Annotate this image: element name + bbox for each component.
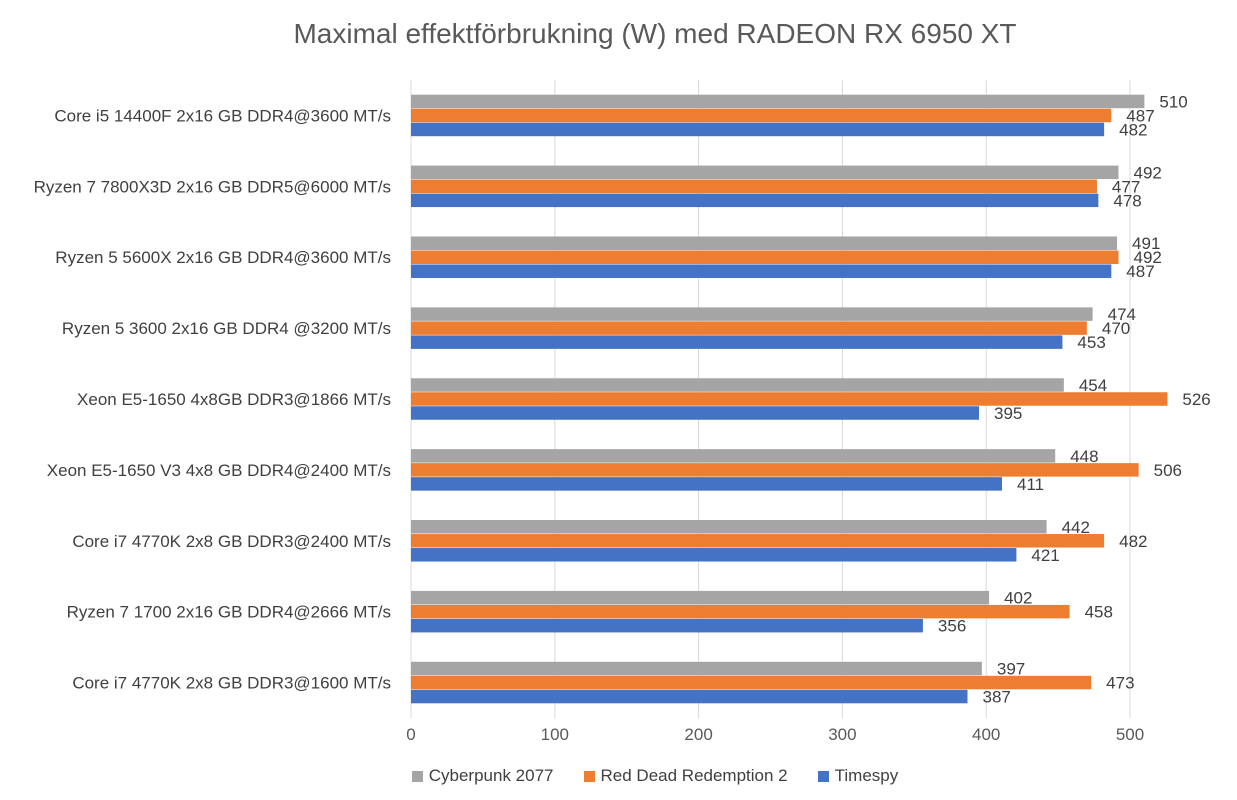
bar <box>411 463 1139 477</box>
bar <box>411 618 923 633</box>
x-tick-label: 200 <box>684 725 712 744</box>
data-label: 477 <box>1112 177 1140 196</box>
legend-swatch <box>583 770 595 782</box>
bar <box>411 378 1064 392</box>
data-label: 411 <box>1017 475 1044 494</box>
bar <box>411 534 1105 548</box>
data-label: 487 <box>1126 262 1154 281</box>
data-label: 470 <box>1102 319 1130 338</box>
legend-item: Timespy <box>817 766 899 786</box>
data-label: 491 <box>1132 234 1160 253</box>
data-label: 473 <box>1106 674 1134 693</box>
data-label: 482 <box>1119 120 1147 139</box>
chart-title: Maximal effektförbrukning (W) med RADEON… <box>293 18 1017 49</box>
legend-label: Timespy <box>834 766 899 785</box>
category-label: Ryzen 7 1700 2x16 GB DDR4@2666 MT/s <box>67 603 391 622</box>
bar <box>411 520 1047 534</box>
x-tick-labels: 0 100 200 300 400 500 <box>406 725 1144 744</box>
data-label: 526 <box>1182 390 1210 409</box>
data-label: 397 <box>997 660 1025 679</box>
category-label: Core i7 4770K 2x8 GB DDR3@2400 MT/s <box>72 532 391 551</box>
legend-label: Cyberpunk 2077 <box>428 766 554 785</box>
data-label: 448 <box>1070 447 1098 466</box>
bar <box>411 108 1112 123</box>
bar <box>411 689 968 704</box>
bar <box>411 675 1092 690</box>
legend-item: Red Dead Redemption 2 <box>583 766 788 786</box>
bar <box>411 590 990 605</box>
bar <box>411 307 1093 321</box>
bar <box>411 392 1168 406</box>
bar <box>411 477 1003 491</box>
data-label: 506 <box>1154 461 1182 480</box>
bar <box>411 335 1063 349</box>
data-label: 356 <box>938 617 966 636</box>
category-labels: Core i5 14400F 2x16 GB DDR4@3600 MT/s Ryz… <box>34 106 391 692</box>
bar <box>411 250 1119 264</box>
category-label: Core i5 14400F 2x16 GB DDR4@3600 MT/s <box>54 106 391 125</box>
bar <box>411 94 1145 109</box>
legend-item: Cyberpunk 2077 <box>411 766 554 786</box>
bar <box>411 321 1087 335</box>
bar <box>411 165 1119 180</box>
legend: Cyberpunk 2077 Red Dead Redemption 2 Times… <box>0 766 1237 786</box>
x-tick-label: 400 <box>972 725 1000 744</box>
data-label: 454 <box>1079 376 1107 395</box>
data-label: 395 <box>994 404 1022 423</box>
bar <box>411 406 980 420</box>
data-label: 458 <box>1085 603 1113 622</box>
bars <box>411 94 1168 704</box>
category-label: Ryzen 5 3600 2x16 GB DDR4 @3200 MT/s <box>62 319 391 338</box>
bar <box>411 236 1118 250</box>
x-tick-label: 100 <box>541 725 569 744</box>
data-label: 492 <box>1133 248 1161 267</box>
data-label: 402 <box>1004 589 1032 608</box>
bar <box>411 604 1070 619</box>
data-label: 482 <box>1119 532 1147 551</box>
category-label: Ryzen 5 5600X 2x16 GB DDR4@3600 MT/s <box>55 248 391 267</box>
bar <box>411 449 1056 463</box>
category-label: Core i7 4770K 2x8 GB DDR3@1600 MT/s <box>72 674 391 693</box>
bar <box>411 179 1097 194</box>
category-label: Xeon E5-1650 V3 4x8 GB DDR4@2400 MT/s <box>47 461 391 480</box>
legend-label: Red Dead Redemption 2 <box>600 766 788 785</box>
data-label: 474 <box>1108 305 1136 324</box>
category-label: Xeon E5-1650 4x8GB DDR3@1866 MT/s <box>77 390 391 409</box>
data-label: 387 <box>983 688 1011 707</box>
data-label: 510 <box>1159 92 1187 111</box>
chart-plot: 5104874824924774784914924874744704534545… <box>34 80 1211 744</box>
data-label: 492 <box>1133 163 1161 182</box>
bar <box>411 548 1017 562</box>
legend-swatch <box>411 770 423 782</box>
bar <box>411 264 1112 278</box>
data-label: 478 <box>1113 191 1141 210</box>
data-label: 453 <box>1077 333 1105 352</box>
bar <box>411 661 982 676</box>
data-label: 421 <box>1031 546 1059 565</box>
legend-swatch <box>817 770 829 782</box>
data-labels: 5104874824924774784914924874744704534545… <box>938 92 1211 706</box>
data-label: 442 <box>1062 518 1090 537</box>
x-tick-label: 300 <box>828 725 856 744</box>
data-label: 487 <box>1126 106 1154 125</box>
bar <box>411 193 1099 208</box>
category-label: Ryzen 7 7800X3D 2x16 GB DDR5@6000 MT/s <box>34 177 391 196</box>
x-tick-label: 0 <box>406 725 415 744</box>
bar <box>411 122 1105 137</box>
x-tick-label: 500 <box>1116 725 1144 744</box>
